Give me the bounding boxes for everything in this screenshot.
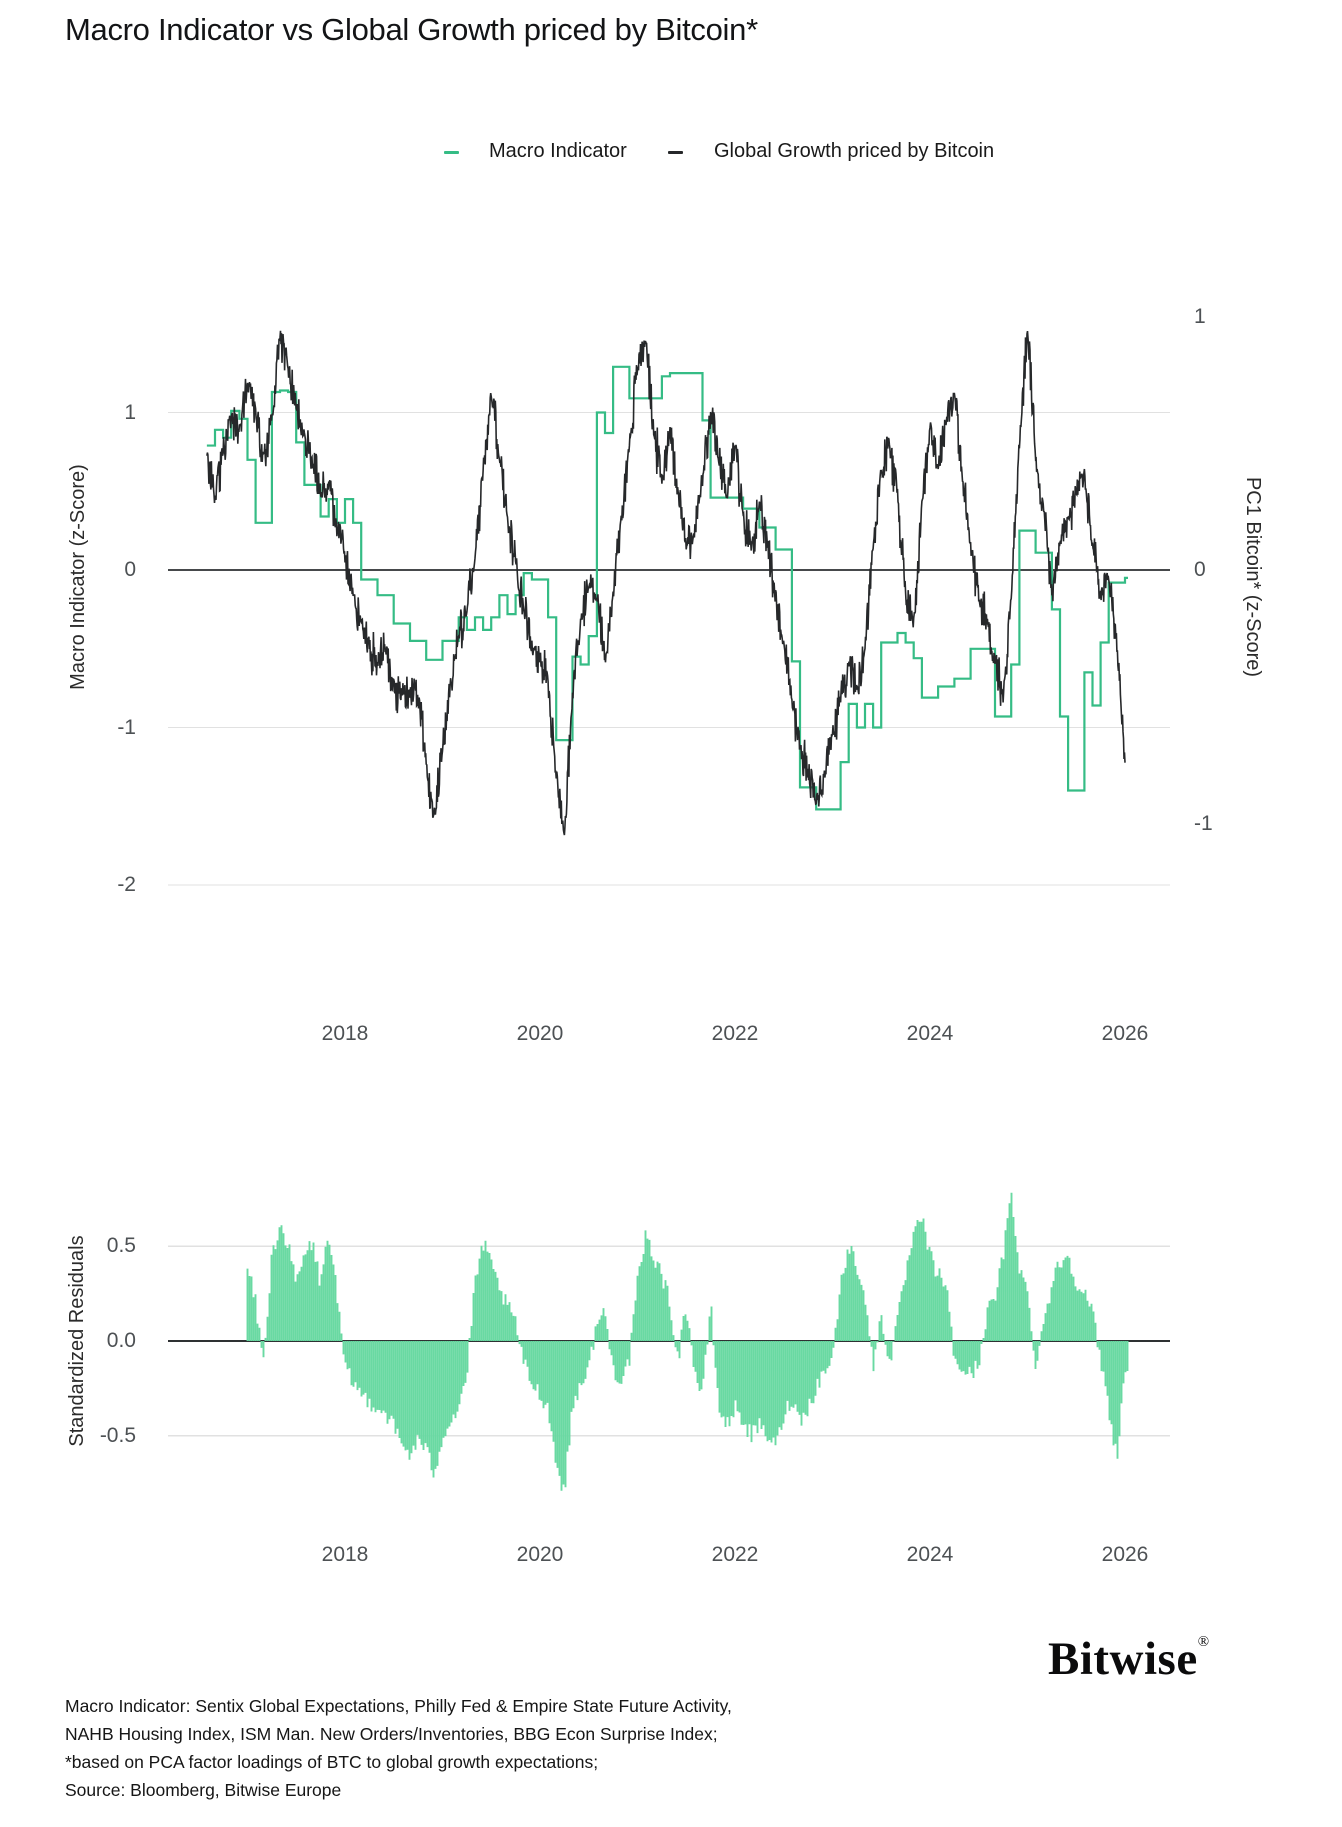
main-x-tick-label: 2020 [516,1022,564,1045]
standardized-residual-bars [246,1192,1129,1491]
main-chart-series [206,330,1128,836]
residuals-y-tick-label: 0.0 [106,1329,136,1352]
footnote-line-4: Source: Bloomberg, Bitwise Europe [65,1780,342,1800]
main-left-tick-label: 0 [124,558,136,581]
main-right-tick-label: -1 [1194,811,1213,835]
macro-indicator-legend-dash-icon [444,151,459,154]
page-title: Macro Indicator vs Global Growth priced … [65,12,758,47]
main-right-tick-label: 1 [1194,304,1206,328]
residuals-axis-title: Standardized Residuals [66,1235,88,1447]
legend-label-global-growth: Global Growth priced by Bitcoin [714,140,995,162]
footnote-line-3: *based on PCA factor loadings of BTC to … [65,1752,599,1772]
main-chart-gridlines [168,411,1170,886]
residuals-x-tick-label: 2022 [711,1543,759,1566]
macro-indicator-step-line [206,365,1128,811]
footnote-line-2: NAHB Housing Index, ISM Man. New Orders/… [65,1724,718,1744]
main-left-tick-label: 1 [124,400,136,424]
legend-label-macro-indicator: Macro Indicator [489,140,627,162]
main-left-axis-title: Macro Indicator (z-Score) [67,464,89,690]
footnote-line-1: Macro Indicator: Sentix Global Expectati… [65,1696,732,1716]
residuals-bars [246,1192,1129,1491]
residuals-x-tick-label: 2020 [516,1543,564,1566]
main-x-tick-label: 2024 [906,1022,954,1045]
residuals-y-tick-label: 0.5 [106,1234,136,1258]
bitwise-logo: Bitwise® [1048,1633,1210,1685]
main-x-tick-label: 2026 [1101,1022,1149,1045]
main-right-tick-label: 0 [1194,558,1206,581]
residuals-x-tick-label: 2026 [1101,1543,1149,1566]
main-left-tick-label: -2 [117,873,136,896]
residuals-x-tick-label: 2024 [906,1543,954,1566]
residuals-y-tick-label: -0.5 [99,1423,136,1447]
main-x-tick-label: 2018 [321,1022,369,1045]
bitcoin-legend-dash-icon [668,151,683,154]
registered-trademark-icon: ® [1197,1634,1210,1650]
residuals-x-tick-label: 2018 [321,1543,369,1566]
main-left-tick-label: -1 [117,715,136,739]
global-growth-bitcoin-line [206,330,1126,836]
main-x-tick-label: 2022 [711,1022,759,1045]
main-right-axis-title: PC1 Bitcoin* (z-Score) [1242,476,1264,678]
